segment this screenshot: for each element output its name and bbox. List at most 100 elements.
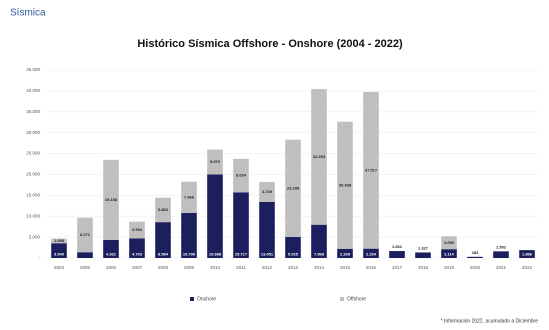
data-label: 3.994 xyxy=(132,227,143,232)
data-label: 30.408 xyxy=(339,182,352,187)
y-tick-label: 35.000 xyxy=(26,109,40,114)
bar-segment xyxy=(207,174,223,258)
data-label: 37.517 xyxy=(365,167,378,172)
legend-label: Onshore xyxy=(197,296,216,302)
x-tick-label: 2013 xyxy=(288,265,299,270)
data-label: 13.451 xyxy=(261,252,274,257)
chart-title: Histórico Sísmica Offshore - Onshore (20… xyxy=(137,38,403,50)
data-label: 15.717 xyxy=(235,252,248,257)
bar-segment xyxy=(389,251,405,258)
bar-segment xyxy=(181,212,197,258)
y-tick-label: 20.000 xyxy=(26,172,40,177)
x-tick-label: 2017 xyxy=(392,265,403,270)
data-label: 4.703 xyxy=(132,252,143,257)
x-tick-label: 2007 xyxy=(132,265,143,270)
x-tick-label: 2004 xyxy=(54,265,65,270)
data-label: 4.739 xyxy=(262,189,273,194)
data-label: 8.584 xyxy=(158,252,169,257)
data-label: 32.454 xyxy=(313,154,326,159)
bar-segment xyxy=(311,89,327,225)
bar-segment xyxy=(129,238,145,258)
y-tick-label: 30.000 xyxy=(26,130,40,135)
x-tick-label: 2014 xyxy=(314,265,325,270)
bar-segment xyxy=(441,236,457,250)
data-label: 19.158 xyxy=(105,197,118,202)
x-tick-label: 2022 xyxy=(522,265,533,270)
y-tick-label: 25.000 xyxy=(26,151,40,156)
x-tick-label: 2010 xyxy=(210,265,221,270)
data-label: 7.968 xyxy=(314,252,325,257)
bar-segment xyxy=(155,197,171,223)
bar-segment xyxy=(337,121,353,249)
x-tick-label: 2019 xyxy=(444,265,455,270)
bar-segment xyxy=(51,243,67,258)
bar-segment xyxy=(155,222,171,258)
data-label: 2.209 xyxy=(340,252,351,257)
legend-swatch xyxy=(190,297,194,301)
bar-segment xyxy=(129,221,145,239)
x-tick-label: 2020 xyxy=(470,265,481,270)
data-label: 5.025 xyxy=(288,252,299,257)
data-label: 2.234 xyxy=(366,252,377,257)
bar-segment xyxy=(103,239,119,258)
legend-swatch xyxy=(340,297,344,301)
y-tick-label: 5.000 xyxy=(29,234,41,239)
y-tick-label: - xyxy=(39,255,41,260)
bar-segment xyxy=(207,149,223,175)
data-label: 1.327 xyxy=(418,246,429,251)
data-label: 1.098 xyxy=(54,238,65,243)
x-tick-label: 2016 xyxy=(366,265,377,270)
x-tick-label: 2012 xyxy=(262,265,273,270)
data-label: 5.853 xyxy=(158,207,169,212)
x-tick-label: 2008 xyxy=(158,265,169,270)
x-tick-label: 2018 xyxy=(418,265,429,270)
x-tick-label: 2011 xyxy=(236,265,246,270)
data-label: 19.988 xyxy=(209,252,222,257)
data-label: 8.271 xyxy=(80,232,91,237)
bar-segment xyxy=(493,251,509,258)
page-header: Sísmica xyxy=(10,8,46,19)
bar-segment xyxy=(51,238,67,244)
bar-segment xyxy=(467,256,483,258)
bar-segment xyxy=(311,224,327,258)
x-tick-label: 2005 xyxy=(80,265,91,270)
bar-segment xyxy=(181,181,197,213)
bar-segment xyxy=(519,250,535,258)
data-label: 8.024 xyxy=(236,173,247,178)
bar-segment xyxy=(77,252,93,258)
bar-segment xyxy=(285,237,301,258)
y-tick-label: 10.000 xyxy=(26,213,40,218)
x-tick-label: 2015 xyxy=(340,265,351,270)
data-label: 1.592 xyxy=(496,244,507,249)
bar-segment xyxy=(285,139,301,238)
bar-segment xyxy=(233,192,249,258)
legend-label: Offshore xyxy=(347,296,366,302)
y-tick-label: 45.000 xyxy=(26,67,40,72)
bar-segment xyxy=(337,248,353,258)
data-label: 1.662 xyxy=(392,244,403,249)
y-tick-label: 40.000 xyxy=(26,88,40,93)
bar-segment xyxy=(441,249,457,258)
data-label: 3.540 xyxy=(54,252,65,257)
bar-segment xyxy=(233,158,249,193)
data-label: 5.970 xyxy=(210,159,221,164)
x-tick-label: 2009 xyxy=(184,265,195,270)
bar-segment xyxy=(103,159,119,240)
data-label: 7.466 xyxy=(184,194,195,199)
y-tick-label: 15.000 xyxy=(26,193,40,198)
data-label: 2.114 xyxy=(444,252,455,257)
data-label: 10.796 xyxy=(183,252,196,257)
data-label: 3.090 xyxy=(444,240,455,245)
bar-segment xyxy=(363,248,379,258)
bar-segment xyxy=(415,252,431,258)
x-tick-label: 2021 xyxy=(496,265,507,270)
data-label: 4.331 xyxy=(106,252,117,257)
data-label: 283 xyxy=(472,250,479,255)
bar-segment xyxy=(259,182,275,202)
x-tick-label: 2006 xyxy=(106,265,117,270)
footnote: * Información 2022, acumulado a Diciembr… xyxy=(441,318,538,324)
data-label: 1.886 xyxy=(522,252,533,257)
bar-segment xyxy=(259,201,275,258)
